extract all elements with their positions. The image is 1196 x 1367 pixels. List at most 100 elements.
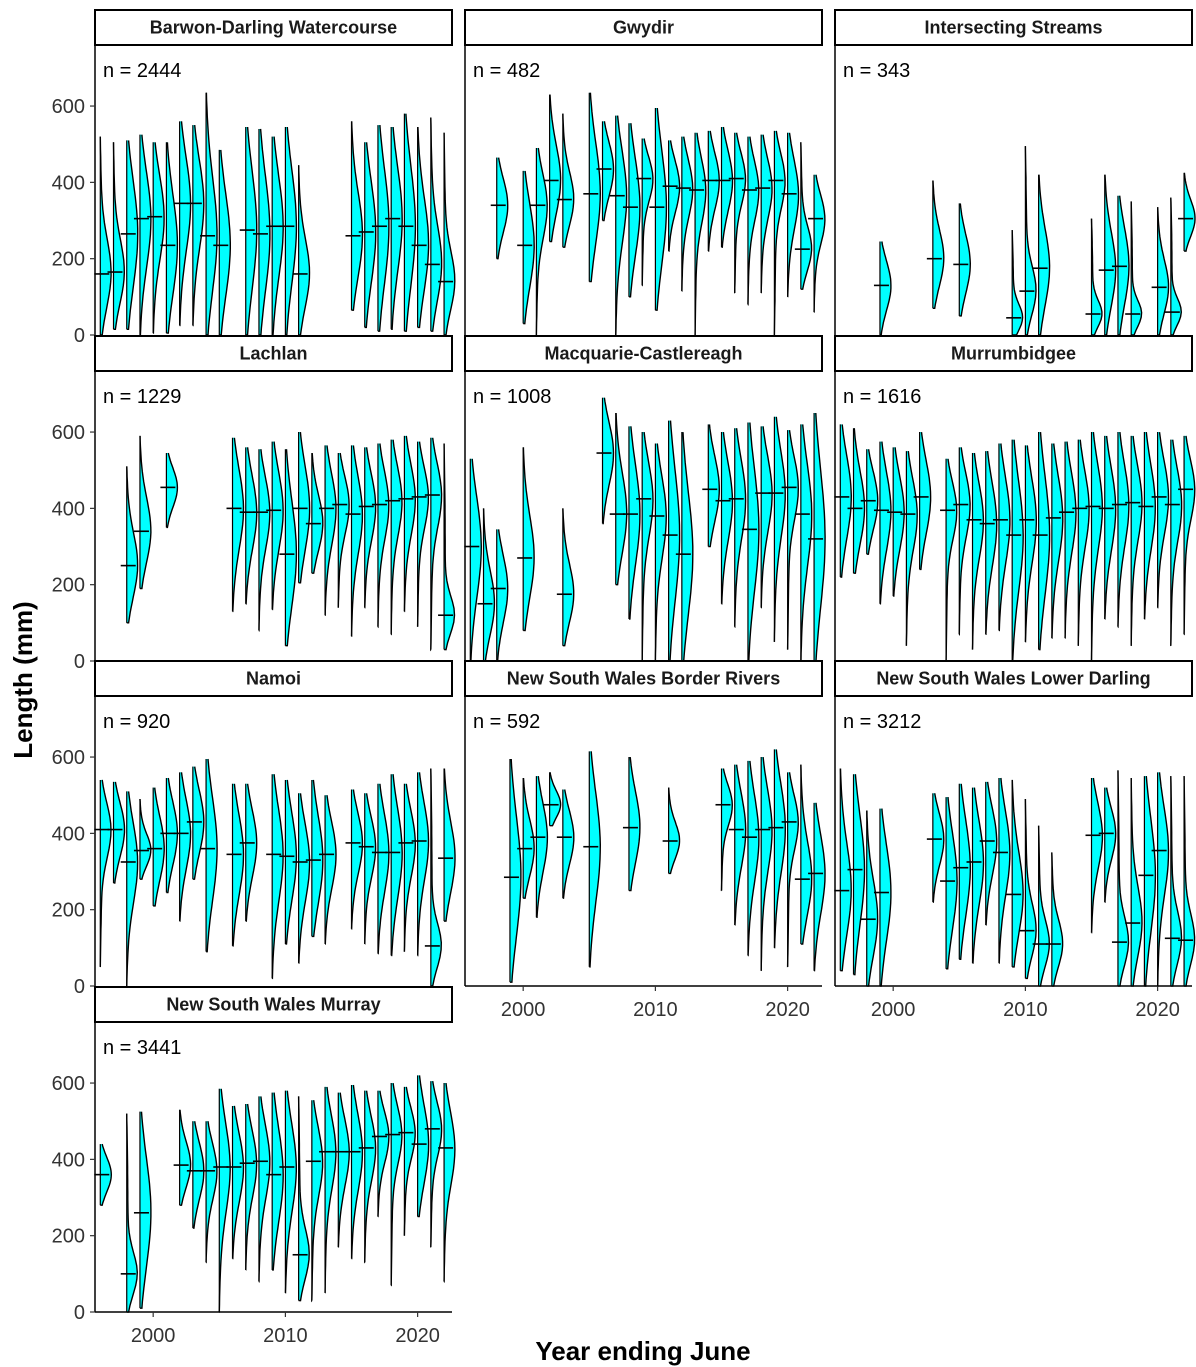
violin-outline-2000 bbox=[153, 787, 165, 907]
violin-2021 bbox=[800, 764, 812, 945]
violin-outline-2016 bbox=[364, 142, 377, 329]
violin-2014 bbox=[1078, 439, 1090, 646]
violin-outline-2009 bbox=[1012, 439, 1024, 662]
violin-2022 bbox=[444, 132, 455, 335]
violin-outline-2006 bbox=[602, 397, 615, 525]
violin-2022 bbox=[814, 174, 825, 313]
violin-outline-1999 bbox=[879, 241, 892, 336]
violin-2011 bbox=[298, 1096, 310, 1301]
violin-outline-2019 bbox=[403, 435, 417, 613]
violin-2005 bbox=[589, 751, 601, 967]
violin-outline-2012 bbox=[1051, 443, 1064, 639]
sample-size-label: n = 343 bbox=[843, 60, 910, 82]
violin-2020 bbox=[417, 772, 429, 956]
violin-outline-2007 bbox=[245, 447, 258, 605]
violin-2005 bbox=[219, 149, 231, 335]
violin-outline-2012 bbox=[311, 779, 324, 938]
violin-outline-2010 bbox=[1024, 445, 1037, 643]
violin-2012 bbox=[681, 432, 693, 661]
y-tick-label: 400 bbox=[52, 172, 85, 194]
violin-2019 bbox=[774, 416, 786, 642]
violin-2005 bbox=[219, 1088, 231, 1312]
violin-2001 bbox=[536, 148, 548, 335]
violin-1997 bbox=[853, 428, 865, 574]
violin-outline-2014 bbox=[708, 424, 721, 548]
violin-2019 bbox=[774, 130, 785, 335]
violin-outline-2022 bbox=[814, 412, 826, 662]
x-tick-label: 2010 bbox=[633, 999, 678, 1021]
facet-new-south-wales-murray: New South Wales Murray n = 3441 0 200 400 600… bbox=[52, 986, 456, 1347]
violin-outline-2002 bbox=[179, 121, 192, 327]
sample-size-label: n = 482 bbox=[473, 60, 540, 82]
facet-new-south-wales-border-rivers: New South Wales Border Rivers n = 592 2000… bbox=[464, 660, 826, 1021]
violin-2021 bbox=[430, 117, 442, 332]
violin-2017 bbox=[747, 136, 759, 305]
violin-outline-2020 bbox=[1157, 432, 1170, 609]
violin-2008 bbox=[258, 1096, 270, 1282]
violin-2022 bbox=[1184, 776, 1195, 986]
violin-outline-2006 bbox=[971, 452, 985, 650]
violin-outline-2018 bbox=[1130, 777, 1143, 987]
violin-outline-2014 bbox=[1077, 439, 1090, 646]
violin-outline-1999 bbox=[139, 435, 152, 590]
violin-2020 bbox=[1157, 207, 1169, 335]
violin-outline-2003 bbox=[932, 793, 945, 903]
y-tick-label: 200 bbox=[52, 575, 85, 597]
violin-outline-1998 bbox=[866, 810, 879, 987]
violin-2019 bbox=[404, 435, 416, 612]
violin-outline-2016 bbox=[734, 764, 747, 926]
violin-outline-2009 bbox=[1011, 779, 1024, 968]
violin-2011 bbox=[668, 420, 680, 661]
violin-outline-2010 bbox=[285, 449, 298, 647]
violin-1998 bbox=[496, 529, 508, 661]
violin-outline-2015 bbox=[351, 1084, 364, 1260]
violin-outline-2011 bbox=[668, 420, 681, 662]
violin-2004 bbox=[206, 1121, 217, 1263]
facet-barwon-darling-watercourse: Barwon-Darling Watercourse n = 2444 0 200 40… bbox=[52, 9, 456, 347]
facet-strip bbox=[464, 660, 823, 697]
y-tick-label: 400 bbox=[52, 498, 85, 520]
violin-1999 bbox=[509, 758, 521, 983]
facet-strip-label: Macquarie-Castlereagh bbox=[544, 344, 742, 364]
violin-outline-2001 bbox=[536, 776, 549, 919]
violin-outline-2009 bbox=[272, 1092, 284, 1271]
violin-outline-2001 bbox=[166, 777, 179, 894]
violin-outline-2016 bbox=[1104, 787, 1117, 903]
violin-outline-1997 bbox=[853, 774, 866, 976]
facet-strip bbox=[834, 9, 1193, 46]
violin-2016 bbox=[734, 428, 746, 627]
violin-2015 bbox=[1091, 778, 1103, 933]
facet-lachlan: Lachlan n = 1229 0 200 400 600 bbox=[52, 335, 456, 673]
violin-2004 bbox=[946, 458, 957, 661]
violin-outline-2005 bbox=[959, 203, 972, 317]
violin-outline-2021 bbox=[430, 117, 443, 332]
violin-outline-2005 bbox=[589, 751, 602, 968]
violin-2015 bbox=[1091, 218, 1102, 335]
violin-2006 bbox=[232, 783, 244, 946]
violin-2006 bbox=[602, 397, 614, 524]
violin-2008 bbox=[628, 757, 640, 891]
violin-outline-2004 bbox=[205, 92, 218, 336]
violin-2016 bbox=[364, 1090, 376, 1263]
violin-2014 bbox=[708, 424, 720, 547]
violin-outline-2018 bbox=[760, 134, 773, 294]
violin-outline-1996 bbox=[100, 1143, 113, 1206]
violin-outline-2019 bbox=[1144, 776, 1157, 987]
violin-outline-2017 bbox=[747, 422, 760, 662]
violin-2001 bbox=[536, 776, 548, 918]
x-axis-title: Year ending June bbox=[535, 1336, 750, 1366]
facet-strip bbox=[94, 986, 453, 1023]
facet-macquarie-castlereagh: Macquarie-Castlereagh n = 1008 bbox=[464, 335, 826, 662]
violin-2019 bbox=[404, 113, 416, 332]
violin-outline-2016 bbox=[1104, 435, 1117, 620]
violin-outline-2002 bbox=[179, 1109, 192, 1206]
violin-outline-2003 bbox=[562, 789, 575, 899]
violin-outline-2010 bbox=[285, 126, 298, 336]
violin-outline-2018 bbox=[391, 774, 403, 957]
violin-2016 bbox=[364, 793, 376, 945]
violin-outline-1996 bbox=[470, 458, 483, 662]
violin-outline-2019 bbox=[403, 783, 417, 952]
violin-1996 bbox=[100, 779, 111, 967]
violin-2001 bbox=[906, 451, 918, 646]
